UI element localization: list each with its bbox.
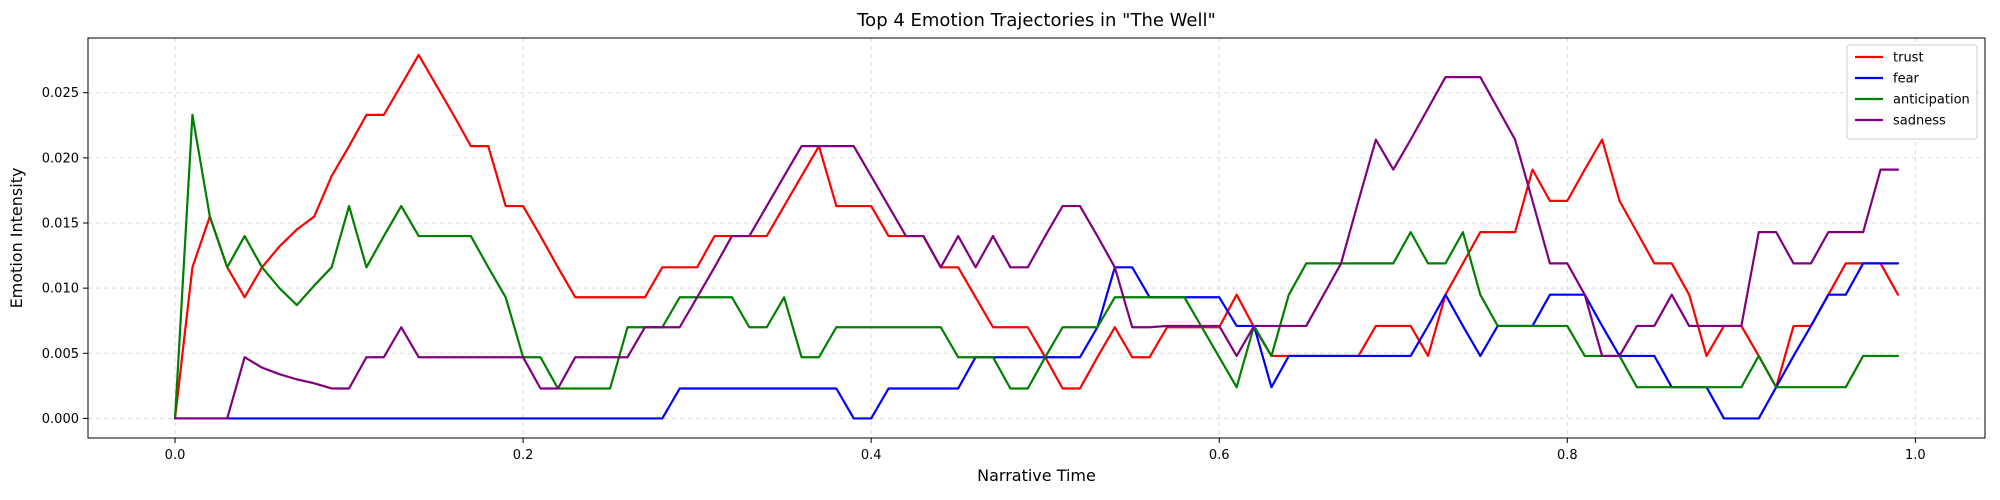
legend-label-trust: trust — [1893, 51, 1924, 66]
x-tick-label: 0.6 — [1209, 448, 1230, 463]
axis-ticks: 0.0 0.2 0.4 0.6 0.8 1.0 0.000 0.005 0.010 0.015 0.… — [42, 86, 1926, 463]
legend-label-fear: fear — [1893, 72, 1920, 87]
x-tick-label: 0.4 — [861, 448, 882, 463]
legend-label-sadness: sadness — [1893, 114, 1946, 129]
x-axis-label: Narrative Time — [977, 466, 1096, 485]
series-line-fear — [173, 262, 1900, 420]
y-tick-label: 0.020 — [42, 151, 79, 166]
x-tick-label: 0.2 — [513, 448, 534, 463]
series-line-trust — [173, 53, 1900, 420]
plot-frame — [87, 37, 1986, 439]
y-tick-label: 0.010 — [42, 282, 79, 297]
chart-title: Top 4 Emotion Trajectories in "The Well" — [856, 10, 1216, 31]
y-tick-label: 0.000 — [42, 412, 79, 427]
x-tick-label: 0.0 — [165, 448, 186, 463]
y-tick-label: 0.025 — [42, 86, 79, 101]
y-axis-label: Emotion Intensity — [7, 168, 26, 309]
y-tick-label: 0.015 — [42, 217, 79, 232]
y-tick-label: 0.005 — [42, 347, 79, 362]
x-tick-label: 1.0 — [1905, 448, 1926, 463]
legend-label-anticipation: anticipation — [1893, 93, 1970, 108]
series-line-sadness — [173, 75, 1900, 420]
x-tick-label: 0.8 — [1557, 448, 1578, 463]
series-lines — [173, 53, 1900, 420]
legend-box — [1846, 44, 1978, 140]
legend: trust fear anticipation sadness — [1846, 44, 1978, 140]
